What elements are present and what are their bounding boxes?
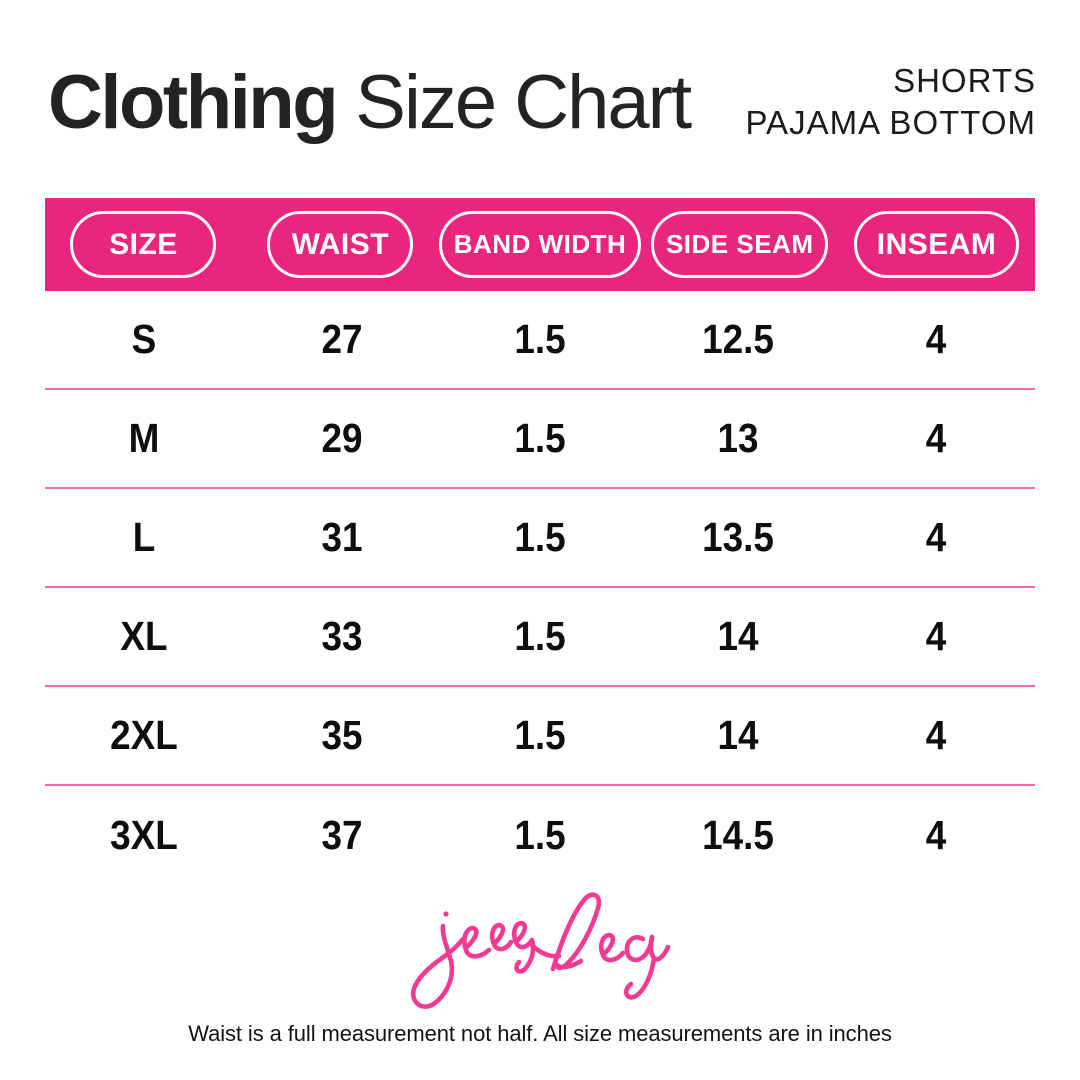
size-table: S 27 1.5 12.5 4 M 29 1.5 13 4 L 31 1.5 1…	[45, 291, 1035, 885]
garment-category: SHORTS PAJAMA BOTTOM	[746, 60, 1037, 144]
cell-inseam: 4	[925, 316, 947, 362]
page-title: Clothing Size Chart	[48, 59, 692, 146]
page-title-bold: Clothing	[48, 59, 339, 145]
cell-side-seam: 14	[717, 613, 759, 659]
cell-waist: 37	[321, 812, 363, 858]
cell-band-width: 1.5	[514, 415, 566, 461]
jess-lea-script-icon	[410, 892, 671, 1009]
cell-size: M	[128, 415, 160, 461]
brand-signature-logo: jess lea	[405, 888, 675, 1020]
column-header-pill-band-width: BAND WIDTH	[438, 211, 642, 278]
cell-waist: 31	[321, 514, 363, 560]
cell-band-width: 1.5	[514, 812, 566, 858]
cell-side-seam: 14.5	[702, 812, 774, 858]
cell-size: XL	[120, 613, 168, 659]
table-header-band: SIZE WAIST BAND WIDTH SIDE SEAM INSEAM	[45, 198, 1035, 291]
cell-band-width: 1.5	[514, 712, 566, 758]
cell-band-width: 1.5	[514, 613, 566, 659]
table-row: M 29 1.5 13 4	[45, 390, 1035, 489]
cell-side-seam: 12.5	[702, 316, 774, 362]
cell-size: S	[131, 316, 157, 362]
cell-size: 3XL	[110, 812, 178, 858]
cell-waist: 27	[321, 316, 363, 362]
table-row: 2XL 35 1.5 14 4	[45, 687, 1035, 786]
cell-band-width: 1.5	[514, 316, 566, 362]
cell-side-seam: 13.5	[702, 514, 774, 560]
cell-size: 2XL	[110, 712, 178, 758]
table-row: S 27 1.5 12.5 4	[45, 291, 1035, 390]
header: Clothing Size Chart SHORTS PAJAMA BOTTOM	[48, 46, 1036, 158]
measurement-note: Waist is a full measurement not half. Al…	[188, 1021, 892, 1046]
header-col-band-width: BAND WIDTH	[438, 198, 642, 291]
header-col-inseam: INSEAM	[838, 198, 1035, 291]
column-header-pill-inseam: INSEAM	[853, 211, 1020, 278]
cell-side-seam: 14	[717, 712, 759, 758]
table-row: 3XL 37 1.5 14.5 4	[45, 786, 1035, 885]
column-header-pill-side-seam: SIDE SEAM	[650, 211, 829, 278]
header-col-size: SIZE	[45, 198, 242, 291]
cell-waist: 35	[321, 712, 363, 758]
page-title-regular: Size Chart	[355, 59, 692, 145]
cell-waist: 33	[321, 613, 363, 659]
table-row: XL 33 1.5 14 4	[45, 588, 1035, 687]
header-col-side-seam: SIDE SEAM	[641, 198, 838, 291]
cell-band-width: 1.5	[514, 514, 566, 560]
cell-inseam: 4	[925, 812, 947, 858]
cell-side-seam: 13	[717, 415, 759, 461]
column-header-pill-waist: WAIST	[267, 211, 414, 278]
garment-category-line2: PAJAMA BOTTOM	[745, 104, 1036, 141]
header-col-waist: WAIST	[242, 198, 439, 291]
cell-inseam: 4	[925, 514, 947, 560]
cell-inseam: 4	[925, 613, 947, 659]
cell-waist: 29	[321, 415, 363, 461]
cell-size: L	[132, 514, 156, 560]
table-row: L 31 1.5 13.5 4	[45, 489, 1035, 588]
column-header-pill-size: SIZE	[70, 211, 217, 278]
cell-inseam: 4	[925, 712, 947, 758]
cell-inseam: 4	[925, 415, 947, 461]
garment-category-line1: SHORTS	[893, 62, 1036, 99]
